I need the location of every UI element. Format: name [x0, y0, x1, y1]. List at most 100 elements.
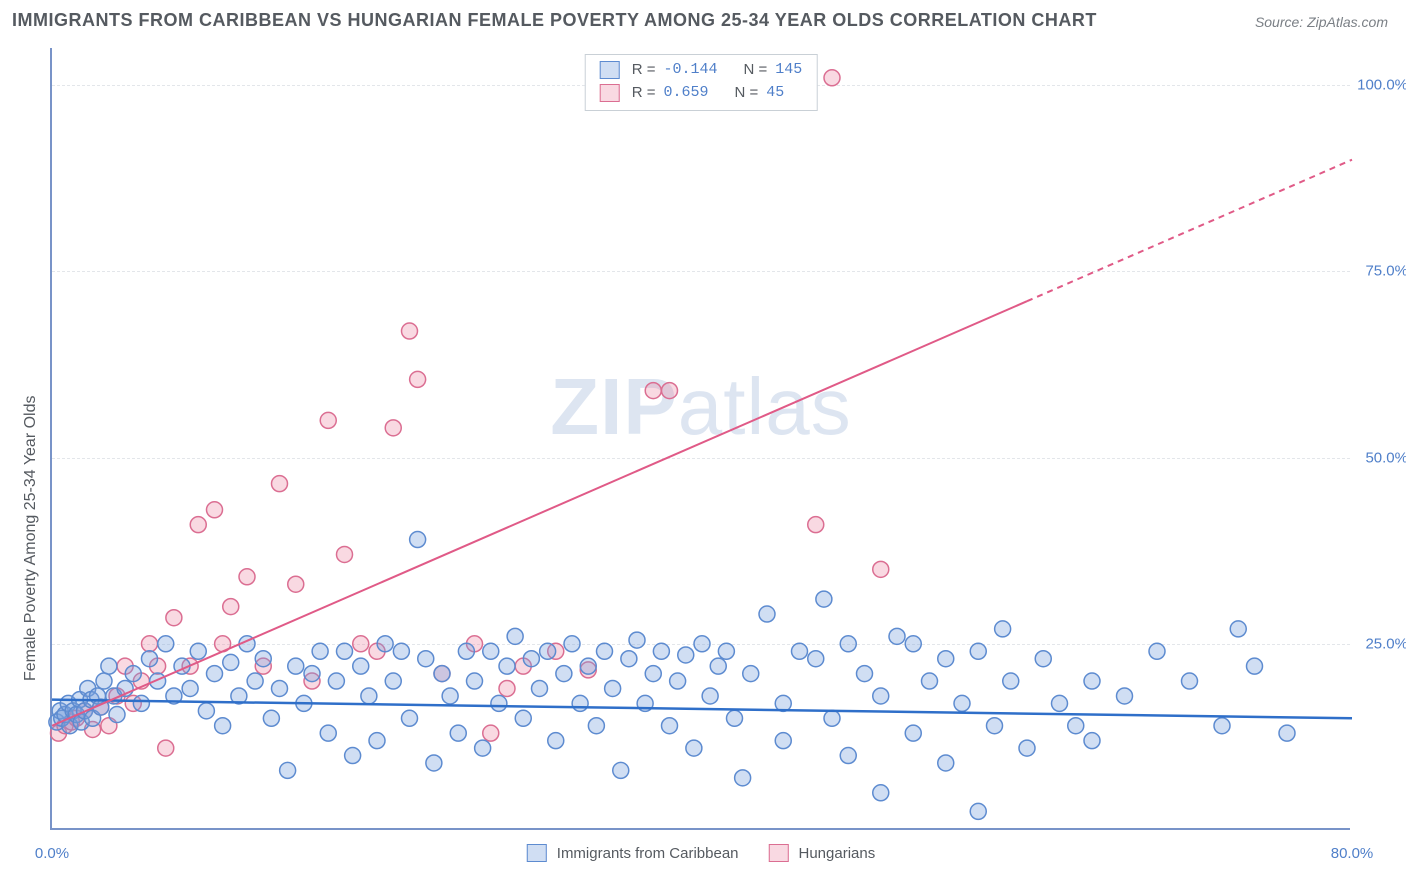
data-point: [759, 606, 775, 622]
data-point: [922, 673, 938, 689]
data-point: [727, 710, 743, 726]
data-point: [385, 420, 401, 436]
scatter-svg: [52, 48, 1350, 828]
data-point: [272, 680, 288, 696]
data-point: [857, 666, 873, 682]
data-point: [1035, 651, 1051, 667]
data-point: [223, 654, 239, 670]
data-point: [288, 658, 304, 674]
y-tick-label: 25.0%: [1365, 635, 1406, 652]
data-point: [190, 643, 206, 659]
data-point: [678, 647, 694, 663]
data-point: [588, 718, 604, 734]
data-point: [158, 740, 174, 756]
data-point: [345, 748, 361, 764]
data-point: [613, 762, 629, 778]
trend-line: [52, 301, 1027, 726]
data-point: [873, 688, 889, 704]
data-point: [605, 680, 621, 696]
data-point: [491, 695, 507, 711]
data-point: [905, 725, 921, 741]
data-point: [263, 710, 279, 726]
data-point: [247, 673, 263, 689]
data-point: [312, 643, 328, 659]
data-point: [824, 70, 840, 86]
data-point: [954, 695, 970, 711]
data-point: [402, 323, 418, 339]
data-point: [816, 591, 832, 607]
r-value-1: -0.144: [663, 59, 717, 82]
n-value-2: 45: [766, 82, 784, 105]
data-point: [190, 517, 206, 533]
data-point: [1182, 673, 1198, 689]
data-point: [507, 628, 523, 644]
data-point: [353, 658, 369, 674]
legend-label-1: Immigrants from Caribbean: [557, 845, 739, 862]
data-point: [499, 680, 515, 696]
data-point: [369, 733, 385, 749]
data-point: [239, 569, 255, 585]
data-point: [483, 725, 499, 741]
data-point: [840, 636, 856, 652]
y-tick-label: 100.0%: [1357, 77, 1406, 94]
data-point: [198, 703, 214, 719]
data-point: [662, 718, 678, 734]
source-attribution: Source: ZipAtlas.com: [1255, 14, 1388, 30]
data-point: [1019, 740, 1035, 756]
data-point: [1279, 725, 1295, 741]
data-point: [670, 673, 686, 689]
data-point: [1068, 718, 1084, 734]
n-label: N =: [744, 59, 768, 82]
data-point: [653, 643, 669, 659]
data-point: [621, 651, 637, 667]
y-axis-label: Female Poverty Among 25-34 Year Olds: [22, 396, 40, 682]
data-point: [710, 658, 726, 674]
data-point: [905, 636, 921, 652]
y-tick-label: 75.0%: [1365, 263, 1406, 280]
data-point: [475, 740, 491, 756]
data-point: [150, 673, 166, 689]
data-point: [1230, 621, 1246, 637]
data-point: [361, 688, 377, 704]
data-point: [686, 740, 702, 756]
data-point: [523, 651, 539, 667]
data-point: [426, 755, 442, 771]
data-point: [166, 610, 182, 626]
data-point: [938, 651, 954, 667]
data-point: [1003, 673, 1019, 689]
data-point: [393, 643, 409, 659]
data-point: [540, 643, 556, 659]
data-point: [572, 695, 588, 711]
r-label: R =: [632, 82, 656, 105]
data-point: [743, 666, 759, 682]
data-point: [418, 651, 434, 667]
r-label: R =: [632, 59, 656, 82]
data-point: [645, 666, 661, 682]
data-point: [442, 688, 458, 704]
n-value-1: 145: [775, 59, 802, 82]
data-point: [142, 636, 158, 652]
chart-title: IMMIGRANTS FROM CARIBBEAN VS HUNGARIAN F…: [12, 10, 1097, 31]
data-point: [987, 718, 1003, 734]
data-point: [272, 476, 288, 492]
data-point: [96, 673, 112, 689]
data-point: [158, 636, 174, 652]
data-point: [142, 651, 158, 667]
data-point: [808, 651, 824, 667]
data-point: [564, 636, 580, 652]
trend-line: [52, 700, 1352, 719]
data-point: [532, 680, 548, 696]
data-point: [808, 517, 824, 533]
data-point: [702, 688, 718, 704]
r-value-2: 0.659: [663, 82, 708, 105]
data-point: [938, 755, 954, 771]
swatch-pink: [769, 844, 789, 862]
data-point: [995, 621, 1011, 637]
data-point: [718, 643, 734, 659]
data-point: [662, 383, 678, 399]
data-point: [182, 680, 198, 696]
data-point: [970, 643, 986, 659]
data-point: [215, 718, 231, 734]
data-point: [515, 710, 531, 726]
series-legend: Immigrants from Caribbean Hungarians: [527, 844, 875, 862]
